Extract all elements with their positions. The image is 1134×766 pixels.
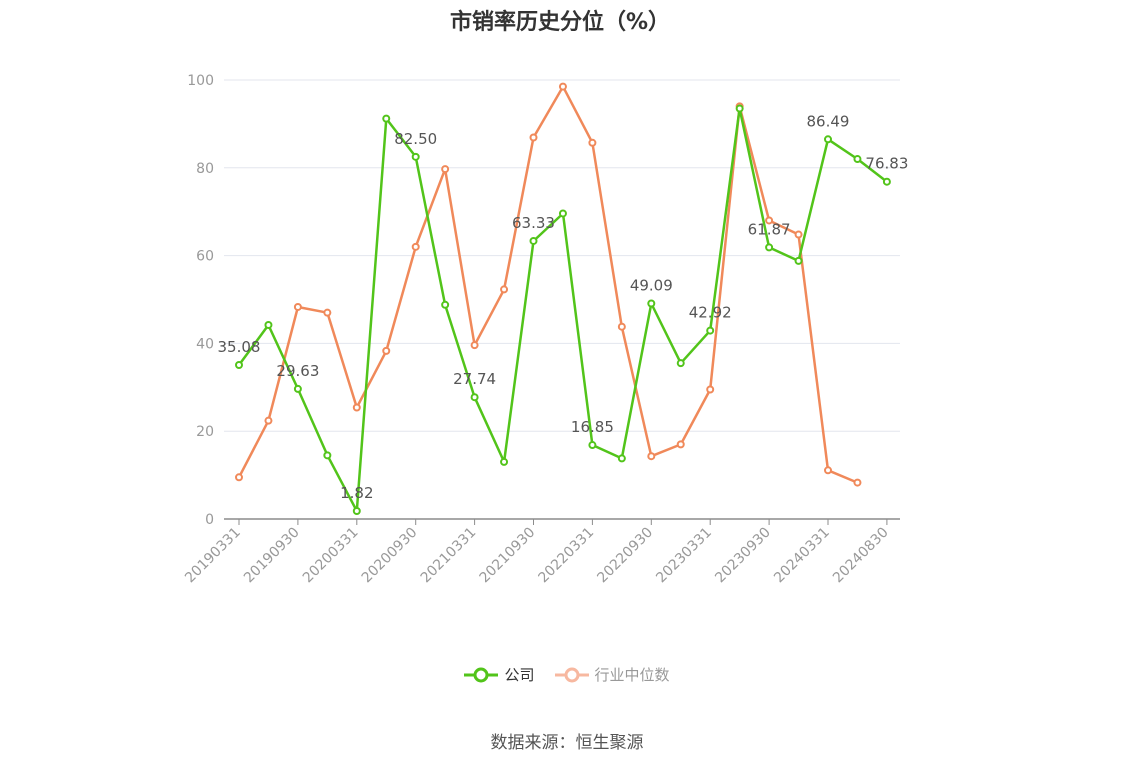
point-company-20231231 [794, 256, 803, 265]
data-label-company-20210930: 63.33 [512, 214, 555, 232]
chart-title: 市销率历史分位（%） [449, 10, 671, 35]
axis-layer: 0 20 40 60 80 100 2019033120190930202003312020… [182, 73, 900, 586]
data-label-layer: 35.08 29.63 1.82 82.50 27.74 63.33 16.85 49.09 4… [218, 112, 909, 502]
point-industry-20190331 [235, 473, 243, 482]
point-company-20190630 [264, 320, 273, 329]
data-label-company-20220930: 49.09 [630, 276, 673, 294]
point-company-20200630 [382, 114, 391, 123]
point-industry-20210331 [470, 341, 479, 350]
point-company-20230630 [735, 104, 744, 113]
point-company-20240331 [824, 135, 832, 144]
legend-industry-label: 行业中位数 [594, 666, 670, 684]
legend-industry-icon [554, 667, 589, 682]
data-label-company-20210331: 27.74 [453, 370, 496, 388]
point-company-20211231 [558, 209, 567, 218]
legend-company-label: 公司 [504, 666, 535, 684]
data-label-company-20190331: 35.08 [218, 338, 261, 356]
point-industry-20240331 [824, 466, 832, 475]
data-label-company-20230930: 61.87 [748, 220, 791, 238]
data-label-company-20200930: 82.50 [394, 130, 437, 148]
point-company-20221231 [676, 359, 685, 368]
point-industry-20200930 [411, 242, 420, 251]
point-industry-20200331 [352, 403, 361, 412]
point-company-20220331 [588, 441, 597, 450]
x-tick-label-20230331: 20230331 [653, 525, 715, 587]
x-tick-label-20240830: 20240830 [830, 525, 892, 587]
x-tick-label-20220331: 20220331 [536, 525, 598, 587]
y-tick-label-40: 40 [196, 336, 214, 352]
series-layer [235, 82, 891, 516]
legend-company-icon [464, 667, 499, 682]
y-tick-label-80: 80 [196, 161, 214, 177]
point-industry-20220930 [647, 452, 656, 461]
point-company-20190331 [235, 360, 243, 369]
point-industry-20190930 [293, 302, 302, 311]
y-tick-label-60: 60 [196, 249, 214, 265]
legend-item-company[interactable]: 公司 [464, 664, 535, 685]
x-tick-label-20210331: 20210331 [418, 525, 480, 587]
point-company-20230930 [765, 243, 774, 252]
point-industry-20191231 [323, 308, 332, 317]
chart-plot: 0 20 40 60 80 100 2019033120190930202003312020… [182, 73, 909, 586]
point-company-20201231 [441, 300, 450, 309]
data-source: 数据来源：恒生聚源 [490, 733, 644, 753]
point-company-20210331 [470, 393, 479, 402]
point-company-20200930 [411, 152, 420, 161]
point-industry-20220331 [588, 138, 597, 147]
data-label-company-20220331: 16.85 [571, 418, 614, 436]
point-industry-20230331 [706, 385, 715, 394]
x-tick-label-20210930: 20210930 [477, 525, 539, 587]
data-label-company-20230331: 42.92 [689, 304, 732, 322]
point-company-20210630 [500, 457, 509, 466]
point-company-20240830 [882, 177, 891, 186]
point-industry-20210630 [500, 285, 509, 294]
point-industry-20230930 [765, 216, 774, 225]
y-tick-label-20: 20 [196, 424, 214, 440]
point-company-20230331 [706, 326, 715, 335]
data-label-company-20190930: 29.63 [276, 362, 319, 380]
series-line-company [237, 107, 888, 513]
point-company-20210930 [529, 236, 538, 245]
data-label-company-20240331: 86.49 [807, 112, 850, 130]
point-industry-20240630 [853, 478, 862, 487]
x-tick-label-20200331: 20200331 [300, 525, 362, 587]
point-company-20191231 [323, 451, 332, 460]
point-company-20190930 [293, 384, 302, 393]
point-industry-20231231 [794, 230, 803, 239]
point-industry-20190630 [264, 416, 273, 425]
x-tick-label-20240331: 20240331 [771, 525, 833, 587]
data-label-company-20240830: 76.83 [865, 155, 908, 173]
point-company-20240630 [853, 155, 862, 164]
x-tick-label-20220930: 20220930 [594, 525, 656, 587]
point-industry-20200630 [382, 346, 391, 355]
series-line-industry [237, 85, 858, 484]
point-industry-20221231 [676, 440, 685, 449]
point-industry-20211231 [558, 82, 567, 91]
point-company-20220930 [647, 299, 656, 308]
point-company-20200331 [352, 507, 361, 516]
y-tick-label-0: 0 [205, 512, 214, 528]
y-tick-label-100: 100 [187, 73, 214, 89]
x-tick-label-20200930: 20200930 [359, 525, 421, 587]
x-tick-label-20190930: 20190930 [241, 525, 303, 587]
legend: 公司 行业中位数 [0, 664, 1134, 685]
point-industry-20220630 [617, 322, 626, 331]
point-company-20220630 [617, 454, 626, 463]
legend-item-industry[interactable]: 行业中位数 [554, 664, 670, 685]
x-tick-label-20190331: 20190331 [182, 525, 244, 587]
point-industry-20201231 [441, 165, 450, 174]
point-industry-20210930 [529, 133, 538, 142]
x-tick-label-20230930: 20230930 [712, 525, 774, 587]
data-label-company-20200331: 1.82 [340, 484, 373, 502]
